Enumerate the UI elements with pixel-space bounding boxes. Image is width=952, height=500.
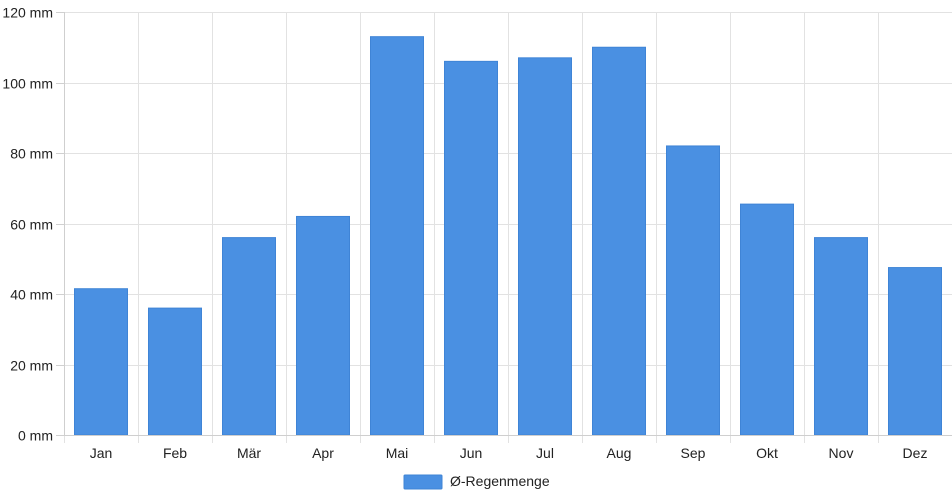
x-tick-label: Sep bbox=[681, 445, 706, 461]
bar-okt bbox=[740, 203, 794, 436]
bar-aug bbox=[592, 46, 646, 436]
x-tick-label: Dez bbox=[903, 445, 928, 461]
bars-layer bbox=[74, 36, 942, 436]
bar-nov bbox=[814, 237, 868, 436]
x-tick-label: Aug bbox=[607, 445, 632, 461]
y-tick-label: 0 mm bbox=[18, 428, 53, 444]
bar-jul bbox=[518, 57, 572, 436]
x-tick-label: Jul bbox=[536, 445, 554, 461]
bar-jan bbox=[74, 288, 128, 436]
x-tick-label: Jun bbox=[460, 445, 483, 461]
axis-layer: 0 mm 20 mm 40 mm 60 mm 80 mm 100 mm 120 mm Jan F… bbox=[2, 5, 952, 461]
bar-mär bbox=[222, 237, 276, 436]
grid-layer bbox=[64, 12, 952, 443]
legend[interactable]: Ø-Regenmenge bbox=[403, 473, 550, 490]
x-tick-label: Nov bbox=[829, 445, 854, 461]
bar-jun bbox=[444, 60, 498, 436]
x-tick-label: Feb bbox=[163, 445, 187, 461]
y-tick-label: 40 mm bbox=[10, 287, 53, 303]
legend-swatch[interactable] bbox=[403, 474, 443, 490]
x-tick-label: Okt bbox=[756, 445, 778, 461]
x-tick-label: Jan bbox=[90, 445, 113, 461]
bar-mai bbox=[370, 36, 424, 436]
bar-sep bbox=[666, 145, 720, 436]
y-tick-label: 60 mm bbox=[10, 217, 53, 233]
y-tick-label: 80 mm bbox=[10, 146, 53, 162]
y-tick-label: 20 mm bbox=[10, 358, 53, 374]
x-tick-label: Apr bbox=[312, 445, 334, 461]
bar-feb bbox=[148, 307, 202, 436]
y-tick-label: 120 mm bbox=[2, 5, 53, 21]
legend-label[interactable]: Ø-Regenmenge bbox=[450, 473, 550, 489]
y-tick-label: 100 mm bbox=[2, 76, 53, 92]
bar-apr bbox=[296, 215, 350, 436]
x-tick-label: Mai bbox=[386, 445, 409, 461]
x-tick-label: Mär bbox=[237, 445, 261, 461]
bar-dez bbox=[888, 267, 942, 436]
